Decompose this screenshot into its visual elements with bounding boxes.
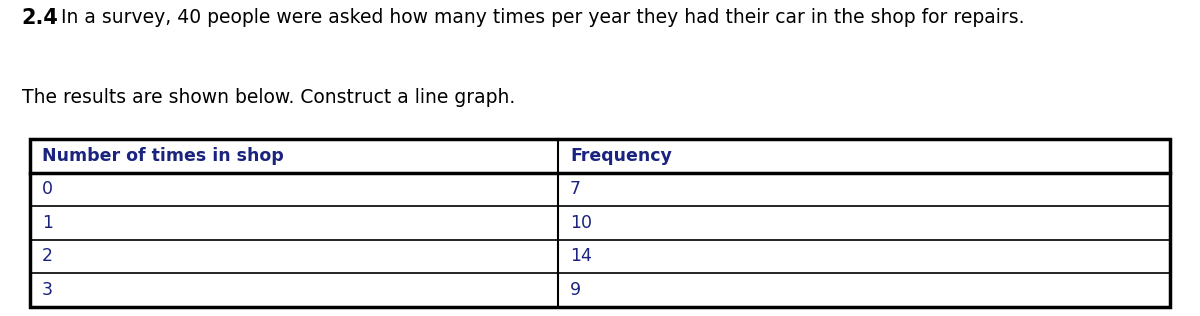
Text: 9: 9 (570, 281, 581, 299)
Text: 3: 3 (42, 281, 53, 299)
Text: In a survey, 40 people were asked how many times per year they had their car in : In a survey, 40 people were asked how ma… (55, 8, 1025, 27)
Text: 14: 14 (570, 247, 592, 265)
Text: 2.4: 2.4 (22, 8, 59, 28)
Text: Number of times in shop: Number of times in shop (42, 147, 283, 165)
Text: 7: 7 (570, 180, 581, 198)
Text: The results are shown below. Construct a line graph.: The results are shown below. Construct a… (22, 88, 515, 107)
Text: Frequency: Frequency (570, 147, 672, 165)
Text: 1: 1 (42, 214, 53, 232)
Bar (30, 139, 1170, 307)
Text: 2: 2 (42, 247, 53, 265)
Text: 0: 0 (42, 180, 53, 198)
Text: 10: 10 (570, 214, 592, 232)
